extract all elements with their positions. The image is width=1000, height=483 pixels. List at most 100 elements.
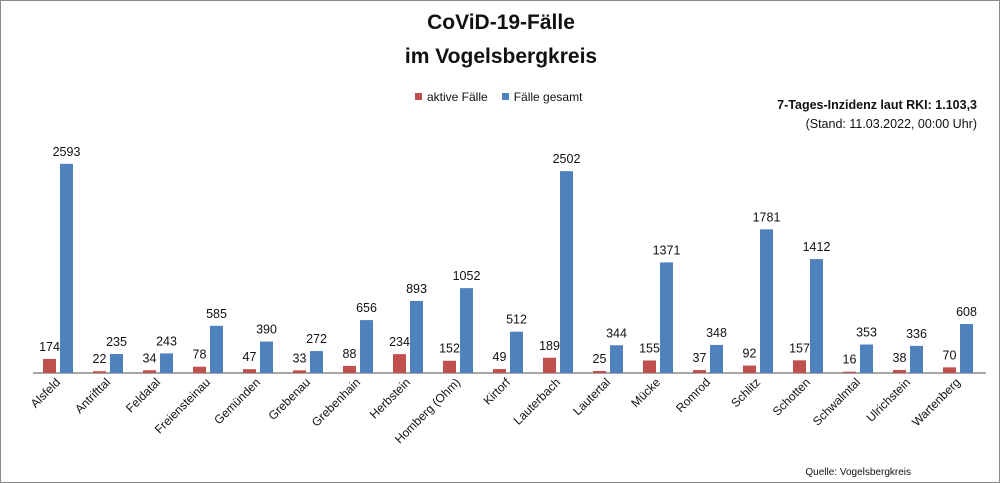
category-label: Wartenberg bbox=[909, 375, 963, 429]
bar-active bbox=[843, 371, 856, 373]
category-label: Grebenau bbox=[265, 375, 313, 423]
bar-active bbox=[393, 354, 406, 373]
legend-swatch-total bbox=[501, 93, 509, 100]
data-label-total: 235 bbox=[106, 335, 127, 349]
category-label: Gemünden bbox=[211, 375, 263, 427]
chart-title-line1: CoViD-19-Fälle bbox=[427, 11, 575, 34]
bar-total bbox=[510, 331, 523, 373]
bar-active bbox=[943, 367, 956, 373]
bar-total bbox=[260, 341, 273, 373]
bar-total bbox=[410, 300, 423, 373]
category-label: Ulrichstein bbox=[864, 375, 914, 425]
data-label-active: 38 bbox=[893, 351, 907, 365]
bar-active bbox=[593, 370, 606, 373]
data-label-total: 656 bbox=[356, 301, 377, 315]
data-label-total: 512 bbox=[506, 313, 527, 327]
bar-total bbox=[110, 354, 123, 373]
bar-active bbox=[93, 371, 106, 373]
data-label-active: 155 bbox=[639, 341, 660, 355]
data-label-total: 1781 bbox=[753, 210, 781, 224]
bar-total bbox=[310, 351, 323, 373]
bar-total bbox=[960, 323, 973, 373]
bar-active bbox=[43, 358, 56, 373]
legend-label-active: aktive Fälle bbox=[427, 90, 488, 104]
category-label: Antrifttal bbox=[72, 375, 113, 416]
data-label-active: 78 bbox=[193, 348, 207, 362]
incidence-annotation: 7-Tages-Inzidenz laut RKI: 1.103,3 (Stan… bbox=[777, 96, 977, 134]
data-label-active: 22 bbox=[93, 352, 107, 366]
data-label-total: 344 bbox=[606, 326, 627, 340]
data-label-active: 189 bbox=[539, 339, 560, 353]
chart-title-line2: im Vogelsbergkreis bbox=[404, 45, 598, 68]
bar-active bbox=[343, 365, 356, 373]
bar-active bbox=[293, 370, 306, 373]
bar-active bbox=[243, 369, 256, 373]
legend-item-active: aktive Fälle bbox=[415, 90, 488, 104]
bar-total bbox=[810, 259, 823, 373]
data-label-total: 353 bbox=[856, 326, 877, 340]
data-label-active: 16 bbox=[843, 353, 857, 367]
data-label-total: 390 bbox=[256, 323, 277, 337]
data-label-active: 88 bbox=[343, 347, 357, 361]
bar-total bbox=[760, 229, 773, 373]
category-label: Lauterbach bbox=[511, 375, 563, 427]
data-label-active: 47 bbox=[243, 350, 257, 364]
bar-total bbox=[210, 325, 223, 373]
data-label-total: 608 bbox=[956, 305, 977, 319]
data-label-total: 1052 bbox=[453, 269, 481, 283]
bar-total bbox=[910, 345, 923, 373]
bar-active bbox=[793, 360, 806, 373]
data-label-active: 157 bbox=[789, 341, 810, 355]
bar-total bbox=[710, 344, 723, 373]
bar-active bbox=[143, 370, 156, 373]
category-label: Feldatal bbox=[123, 375, 163, 415]
data-label-total: 2593 bbox=[53, 145, 81, 159]
incidence-date: (Stand: 11.03.2022, 00:00 Uhr) bbox=[805, 117, 977, 131]
category-label: Kirtorf bbox=[481, 375, 514, 408]
category-label: Schlitz bbox=[728, 375, 763, 410]
legend-label-total: Fälle gesamt bbox=[513, 90, 583, 104]
category-label: Schotten bbox=[770, 375, 813, 418]
bar-active bbox=[443, 360, 456, 373]
bar-active bbox=[543, 357, 556, 373]
bar-total bbox=[160, 353, 173, 373]
incidence-value: 7-Tages-Inzidenz laut RKI: 1.103,3 bbox=[777, 98, 977, 112]
bar-total bbox=[860, 344, 873, 373]
data-label-active: 34 bbox=[143, 351, 157, 365]
data-label-total: 2502 bbox=[553, 152, 581, 166]
bar-total bbox=[460, 288, 473, 373]
bar-total bbox=[560, 171, 573, 373]
data-label-active: 92 bbox=[743, 347, 757, 361]
bar-total bbox=[60, 163, 73, 373]
data-label-total: 585 bbox=[206, 307, 227, 321]
legend-swatch-active bbox=[415, 93, 422, 100]
bar-total bbox=[660, 262, 673, 373]
data-label-active: 70 bbox=[943, 348, 957, 362]
data-label-active: 25 bbox=[593, 352, 607, 366]
data-label-total: 893 bbox=[406, 282, 427, 296]
category-label: Grebenhain bbox=[309, 375, 363, 429]
legend: aktive Fälle Fälle gesamt bbox=[415, 90, 582, 104]
bar-total bbox=[610, 345, 623, 373]
source-note: Quelle: Vogelsbergkreis bbox=[805, 467, 911, 478]
data-label-active: 33 bbox=[293, 351, 307, 365]
data-label-active: 49 bbox=[493, 350, 507, 364]
legend-item-total: Fälle gesamt bbox=[501, 90, 583, 104]
data-label-active: 152 bbox=[439, 342, 460, 356]
data-label-active: 174 bbox=[39, 340, 60, 354]
data-label-total: 1412 bbox=[803, 240, 831, 254]
bar-active bbox=[743, 365, 756, 373]
data-label-total: 243 bbox=[156, 334, 177, 348]
data-label-total: 272 bbox=[306, 332, 327, 346]
bar-active bbox=[193, 366, 206, 373]
data-label-total: 1371 bbox=[653, 243, 681, 257]
category-label: Mücke bbox=[628, 375, 663, 410]
category-label: Lautertal bbox=[570, 375, 613, 418]
bar-active bbox=[893, 369, 906, 373]
bar-active bbox=[493, 369, 506, 373]
bar-total bbox=[360, 320, 373, 373]
category-label: Alsfeld bbox=[28, 375, 63, 410]
data-label-active: 234 bbox=[389, 335, 410, 349]
bar-active bbox=[693, 370, 706, 373]
